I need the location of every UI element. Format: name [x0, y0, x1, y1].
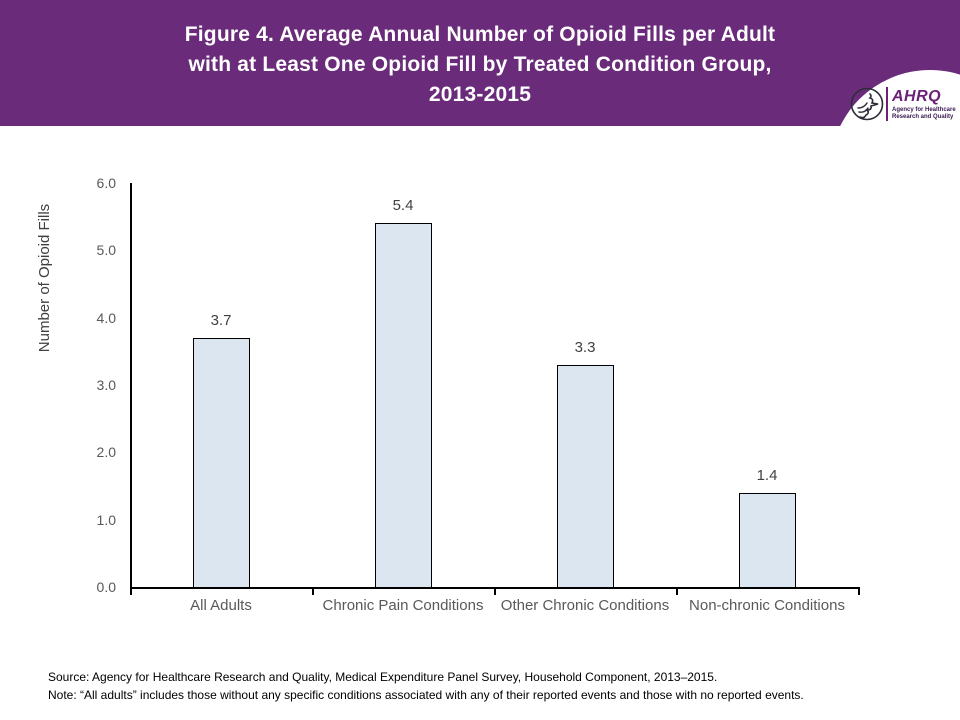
- bar-value-label: 1.4: [756, 466, 778, 484]
- ahrq-wordmark: AHRQ: [892, 88, 942, 105]
- header-banner: Figure 4. Average Annual Number of Opioi…: [0, 0, 960, 126]
- x-tick: [130, 589, 132, 595]
- bar: [738, 492, 796, 587]
- logo-divider: [886, 87, 888, 121]
- y-tick-label: 6.0: [96, 175, 116, 191]
- y-tick-label: 5.0: [96, 242, 116, 259]
- y-tick-label: 4.0: [96, 309, 116, 326]
- x-tick: [676, 589, 678, 595]
- x-tick: [312, 589, 314, 595]
- ahrq-tagline: Agency for Healthcare Research and Quali…: [892, 107, 956, 120]
- note-text: Note: “All adults” includes those withou…: [48, 688, 804, 702]
- x-tick: [494, 589, 496, 595]
- figure-title: Figure 4. Average Annual Number of Opioi…: [184, 23, 776, 106]
- hhs-eagle-icon: [850, 87, 884, 121]
- y-tick-label: 2.0: [96, 444, 116, 461]
- bar-value-label: 3.3: [574, 338, 596, 356]
- agency-logo: AHRQ Agency for Healthcare Research and …: [848, 84, 960, 124]
- y-tick-label: 3.0: [96, 377, 116, 393]
- source-text: Source: Agency for Healthcare Research a…: [48, 670, 718, 684]
- bar-value-label: 5.4: [392, 197, 414, 215]
- footer: Source: Agency for Healthcare Research a…: [48, 668, 928, 704]
- y-axis-title: Number of Opioid Fills: [36, 203, 53, 353]
- bar: [192, 337, 250, 587]
- y-tick-label: 0.0: [96, 579, 116, 595]
- bar: [374, 223, 432, 587]
- plot-area: [130, 183, 860, 589]
- x-tick: [858, 589, 860, 595]
- category-label: Chronic Pain Conditions: [322, 597, 484, 614]
- category-label: Non-chronic Conditions: [689, 597, 845, 614]
- bar-chart: Number of Opioid Fills 0.0 1.0 2.0 3.0 4.0 5.…: [0, 126, 960, 660]
- bar-value-label: 3.7: [210, 311, 232, 329]
- category-label: Other Chronic Conditions: [500, 597, 670, 614]
- y-tick-label: 1.0: [96, 511, 116, 528]
- bar: [556, 364, 614, 587]
- category-label: All Adults: [190, 597, 252, 614]
